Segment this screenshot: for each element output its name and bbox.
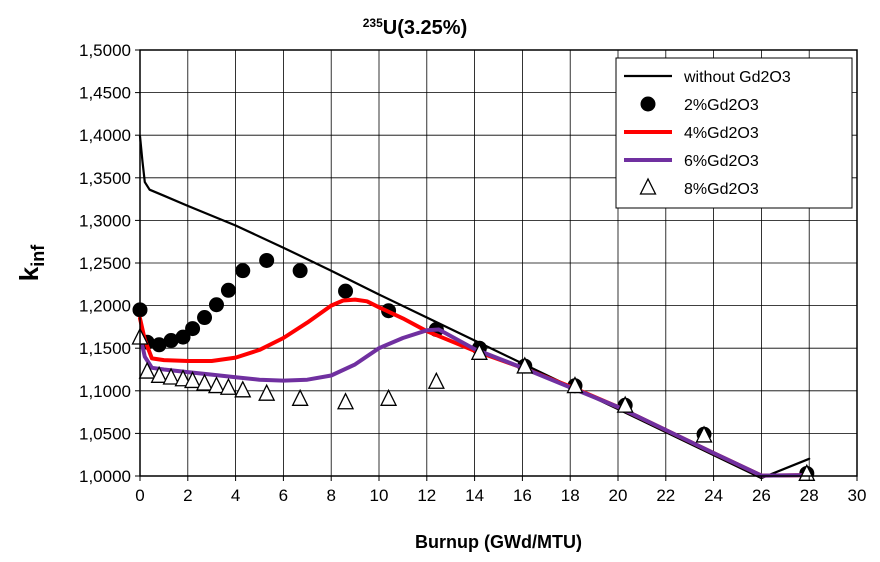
data-point-circle	[220, 282, 236, 298]
x-tick-label: 24	[704, 486, 723, 505]
data-point-triangle	[195, 373, 214, 391]
data-point-circle	[175, 329, 191, 345]
y-tick-label: 1,3500	[79, 169, 131, 188]
data-point-circle	[292, 263, 308, 279]
title-superscript: 235	[363, 16, 383, 30]
y-axis-ticks: 1,0000 1,0500 1,1000 1,1500 1,2000 1,2500 1,30…	[79, 41, 140, 486]
data-point-triangle	[150, 365, 168, 383]
y-tick-label: 1,2000	[79, 297, 131, 316]
x-tick-label: 10	[370, 486, 389, 505]
series-layer	[131, 135, 816, 481]
y-tick-label: 1,1000	[79, 382, 131, 401]
y-tick-label: 1,4500	[79, 84, 131, 103]
data-point-triangle	[174, 369, 192, 387]
data-point-triangle	[639, 177, 657, 195]
legend-item: 6%Gd2O3	[624, 153, 759, 170]
data-point-circle	[235, 263, 251, 279]
y-axis-label: kinf	[14, 244, 48, 281]
legend-item: 8%Gd2O3	[639, 177, 759, 198]
data-point-triangle	[162, 367, 180, 385]
x-axis-label: Burnup (GWd/MTU)	[415, 532, 582, 552]
data-point-triangle	[616, 395, 634, 413]
x-tick-label: 22	[656, 486, 675, 505]
data-point-triangle	[380, 388, 398, 406]
y-tick-label: 1,4000	[79, 126, 131, 145]
data-point-triangle	[234, 380, 252, 398]
data-point-circle	[197, 310, 213, 326]
y-tick-label: 1,1500	[79, 339, 131, 358]
plot-frame	[139, 49, 858, 477]
x-tick-label: 4	[231, 486, 240, 505]
chart-title: 235U(3.25%)	[363, 16, 468, 39]
x-tick-label: 0	[135, 486, 144, 505]
data-point-triangle	[470, 342, 488, 360]
legend-label: 4%Gd2O3	[684, 125, 759, 142]
series-2-gd2o3	[132, 252, 815, 481]
legend-item: without Gd2O3	[624, 69, 791, 86]
legend: without Gd2O3 2%Gd2O3 4%Gd2O3 6%Gd2O3 8%Gd2O…	[615, 57, 853, 209]
y-tick-label: 1,3000	[79, 211, 131, 230]
x-tick-label: 26	[752, 486, 771, 505]
legend-item: 2%Gd2O3	[640, 96, 759, 114]
y-tick-label: 1,2500	[79, 254, 131, 273]
data-point-triangle	[695, 425, 713, 443]
data-point-triangle	[138, 361, 156, 379]
data-point-circle	[208, 297, 224, 313]
data-point-triangle	[219, 377, 237, 395]
x-tick-label: 12	[417, 486, 436, 505]
x-tick-label: 8	[326, 486, 335, 505]
legend-label: without Gd2O3	[683, 69, 791, 86]
y-axis-label-main: k	[14, 266, 44, 281]
y-tick-label: 1,0000	[79, 467, 131, 486]
data-point-circle	[338, 283, 354, 299]
legend-label: 2%Gd2O3	[684, 97, 759, 114]
data-point-triangle	[566, 376, 584, 394]
legend-label: 8%Gd2O3	[684, 181, 759, 198]
data-point-circle	[640, 96, 656, 112]
y-axis-label-sub: inf	[28, 244, 48, 267]
data-point-triangle	[427, 371, 445, 389]
data-point-triangle	[184, 370, 202, 389]
data-point-triangle	[258, 383, 276, 401]
x-tick-label: 28	[800, 486, 819, 505]
y-tick-label: 1,5000	[79, 41, 131, 60]
svg-text:235U(3.25%): 235U(3.25%)	[363, 16, 468, 39]
data-point-triangle	[207, 376, 226, 394]
x-tick-label: 14	[465, 486, 484, 505]
x-tick-label: 30	[848, 486, 867, 505]
data-point-circle	[185, 321, 201, 337]
x-tick-label: 18	[561, 486, 580, 505]
x-tick-label: 16	[513, 486, 532, 505]
x-axis-ticks: 0 2 4 6 8 10 12 14 16 18 20 22 24 26 28 30	[135, 476, 866, 505]
x-tick-label: 20	[609, 486, 628, 505]
title-main: U(3.25%)	[383, 17, 467, 39]
data-point-circle	[259, 252, 275, 268]
data-point-triangle	[291, 388, 309, 406]
legend-label: 6%Gd2O3	[684, 153, 759, 170]
y-tick-label: 1,0500	[79, 424, 131, 443]
legend-item: 4%Gd2O3	[624, 125, 759, 142]
data-point-triangle	[516, 356, 534, 374]
x-tick-label: 6	[279, 486, 288, 505]
data-point-triangle	[336, 392, 355, 410]
x-tick-label: 2	[183, 486, 192, 505]
